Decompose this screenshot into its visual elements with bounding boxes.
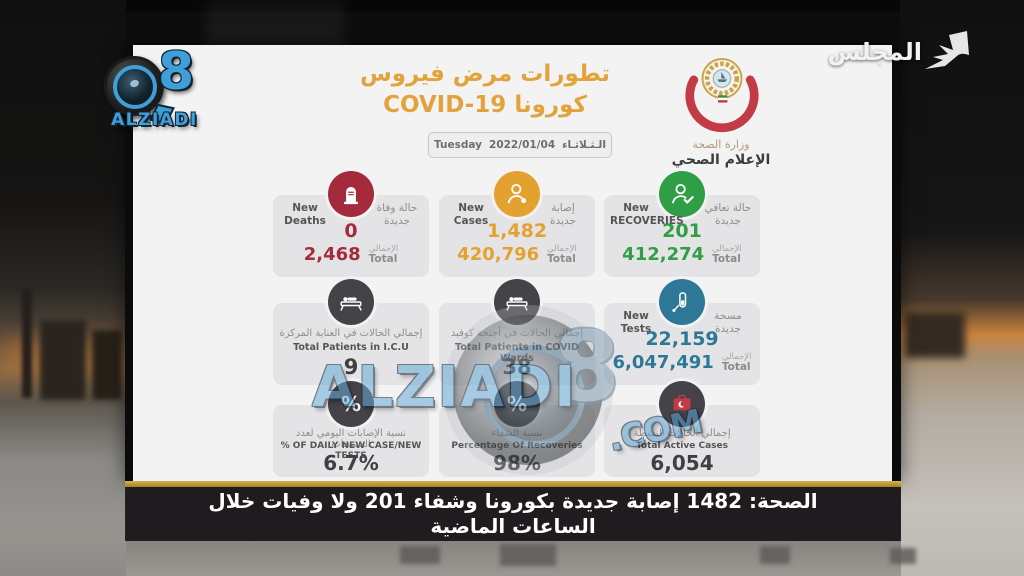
card-value: 98% — [493, 451, 541, 475]
card-ward-patients: إجمالي الحالات في أجنحة كوفيد Total Pati… — [439, 279, 595, 385]
percent-icon: % — [494, 381, 540, 427]
total-label-en: Total — [368, 252, 398, 265]
covid-infographic-panel: تطورات مرض فيروس كورونا COVID-19 Tuesday… — [125, 45, 901, 481]
infographic-title: تطورات مرض فيروس كورونا COVID-19 — [325, 59, 645, 121]
card-total: 420,796 — [457, 244, 540, 265]
calendar-icon — [606, 144, 607, 146]
percent-icon: % — [328, 381, 374, 427]
hospital-bed-icon — [494, 279, 540, 325]
channel-logo: المجلس — [828, 28, 976, 72]
card-new-cases: New Cases إصابة جديدة 1,482 420,796 الإج… — [439, 171, 595, 277]
total-label-ar: الإجمالي — [721, 352, 752, 362]
calendar-icon — [433, 144, 434, 146]
card-label-en: Total Active Cases — [635, 441, 728, 451]
title-line-2: كورونا COVID-19 — [383, 92, 587, 119]
card-label-ar: إجمالي الحالات في أجنحة كوفيد — [450, 328, 584, 339]
city-buildings-silhouette — [40, 320, 86, 400]
card-value: 22,159 — [645, 328, 719, 350]
title-line-1: تطورات مرض فيروس — [360, 61, 610, 87]
total-label-en: Total — [721, 360, 751, 373]
total-label-ar: الإجمالي — [547, 244, 577, 254]
card-label-ar: حالة وفاة جديدة — [376, 202, 418, 228]
card-new-recoveries: New RECOVERIES حالة تعافي جديدة 201 412,… — [604, 171, 760, 277]
alziadi-q8-logo: 8 ALZIADI — [82, 42, 227, 138]
person-virus-icon — [494, 171, 540, 217]
card-label-en: New Deaths — [284, 202, 326, 227]
date-value: 2022/01/04 — [489, 139, 556, 151]
hospital-bed-icon — [328, 279, 374, 325]
date-day-ar: الـثـلاثـاء — [562, 139, 606, 151]
card-active-cases: إجمالي الحالات النشطة Total Active Cases… — [604, 381, 760, 477]
card-new-deaths: New Deaths حالة وفاة جديدة 0 2,468 الإجم… — [273, 171, 429, 277]
card-recovery-rate: % نسبة الشفاء Percentage Of Recoveries 9… — [439, 381, 595, 477]
card-value: 0 — [344, 220, 358, 242]
ticker-text: الصحة: 1482 إصابة جديدة بكورونا وشفاء 20… — [208, 489, 818, 538]
card-icu-patients: إجمالي الحالات في العناية المركزة Total … — [273, 279, 429, 385]
card-label-ar: إجمالي الحالات النشطة — [633, 428, 731, 439]
channel-name: المجلس — [827, 38, 922, 66]
card-value: 38 — [502, 355, 532, 379]
card-label-ar: إصابة جديدة — [550, 202, 576, 228]
card-total: 2,468 — [303, 244, 361, 265]
person-check-icon — [659, 171, 705, 217]
card-value: 9 — [343, 355, 359, 379]
card-value: 6.7% — [323, 451, 379, 475]
total-label-ar: الإجمالي — [712, 244, 742, 254]
letterbox-strip — [0, 0, 1024, 12]
floor-mark — [400, 546, 440, 564]
ticker-gold-line — [125, 481, 901, 487]
test-tube-icon — [659, 279, 705, 325]
card-label-en: New Cases — [453, 202, 489, 227]
floor-mark — [500, 544, 556, 566]
ministry-dept: الإعلام الصحي — [671, 152, 771, 168]
percent-glyph: % — [340, 392, 362, 416]
camera-lens-icon — [104, 56, 175, 125]
falcon-icon — [925, 31, 969, 69]
studio-background-right — [900, 0, 1024, 576]
card-label-en: Total Patients in I.C.U — [293, 342, 409, 353]
total-label-en: Total — [712, 252, 741, 265]
card-value: 201 — [662, 220, 702, 242]
card-label-en: New Tests — [620, 310, 652, 335]
card-label-ar: نسبة الإصابات اليومي لعدد المسحات — [295, 428, 407, 450]
card-total: 412,274 — [622, 244, 705, 265]
card-value: 6,054 — [650, 451, 714, 475]
briefcase-crescent-icon — [659, 381, 705, 427]
total-label-en: Total — [547, 252, 576, 265]
city-tower-silhouette — [22, 288, 32, 398]
card-label-ar: حالة تعافي جديدة — [704, 202, 752, 228]
card-label-ar: نسبة الشفاء — [491, 428, 543, 439]
card-label-en: Percentage Of Recoveries — [451, 441, 583, 451]
card-label-ar: مسحة جديدة — [714, 310, 742, 336]
percent-glyph: % — [506, 392, 528, 416]
tombstone-icon — [328, 171, 374, 217]
card-label-ar: إجمالي الحالات في العناية المركزة — [279, 328, 423, 339]
date-day-en: Tuesday — [434, 139, 483, 151]
card-label-en: % OF DAILY NEW CASE/NEW TESTS — [280, 441, 422, 461]
logo-brand-name: ALZIADI — [111, 110, 198, 130]
date-chip: Tuesday 2022/01/04 الـثـلاثـاء — [428, 132, 612, 158]
city-buildings-silhouette — [905, 312, 965, 358]
card-total: 6,047,491 — [612, 352, 714, 373]
ministry-of-health-logo — [685, 58, 759, 133]
ministry-text-block: وزارة الصحة الإعلام الصحي — [641, 45, 801, 168]
card-value: 1,482 — [486, 220, 548, 242]
news-ticker: الصحة: 1482 إصابة جديدة بكورونا وشفاء 20… — [125, 487, 901, 541]
city-buildings-silhouette — [92, 330, 122, 400]
card-new-tests: New Tests مسحة جديدة 22,159 6,047,491 ال… — [604, 279, 760, 385]
card-daily-positivity: % نسبة الإصابات اليومي لعدد المسحات % OF… — [273, 381, 429, 477]
ministry-name: وزارة الصحة — [692, 138, 750, 151]
floor-mark — [890, 548, 916, 564]
total-label-ar: الإجمالي — [368, 244, 399, 254]
logo-number: 8 — [158, 42, 195, 102]
floor-mark — [760, 546, 790, 564]
